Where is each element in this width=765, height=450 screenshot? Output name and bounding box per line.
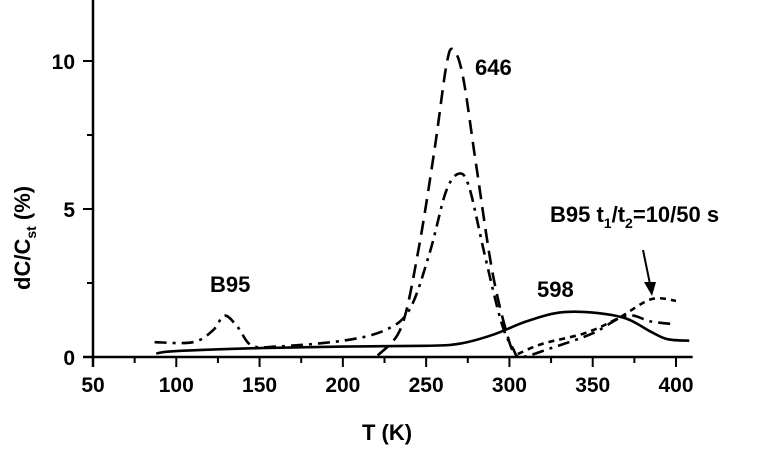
annotation-646: 646	[475, 55, 512, 80]
annotation-b95-t1-t2: B95 t1/t2=10/50 s	[550, 202, 719, 231]
y-tick-label: 10	[52, 51, 75, 74]
x-tick-label: 400	[658, 374, 693, 397]
arrow-head-icon	[644, 282, 656, 296]
x-tick-label: 300	[492, 374, 527, 397]
x-axis-title: T (K)	[362, 420, 412, 445]
annotation-arrow	[642, 249, 651, 285]
x-tick-label: 350	[575, 374, 610, 397]
annotation-598: 598	[537, 277, 574, 302]
y-tick-label: 0	[63, 347, 75, 370]
annotations: 646 B95 598 B95 t1/t2=10/50 s	[210, 55, 719, 302]
series-b95-t1-t2-10-50-s	[517, 296, 677, 356]
series-646	[376, 47, 519, 358]
x-tick-label: 250	[409, 374, 444, 397]
series-b95	[154, 172, 677, 359]
axes: 50 100 150 200 250 300 350 400 0 5 10	[52, 0, 694, 397]
x-tick-label: 150	[242, 374, 277, 397]
x-tick-label: 200	[325, 374, 360, 397]
y-tick-label: 5	[63, 199, 75, 222]
series-598	[156, 310, 690, 355]
x-tick-label: 100	[159, 374, 194, 397]
series-group	[154, 47, 690, 359]
y-axis-title: dC/Cst (%)	[10, 186, 39, 290]
annotation-b95: B95	[210, 272, 250, 297]
x-tick-label: 50	[81, 374, 104, 397]
